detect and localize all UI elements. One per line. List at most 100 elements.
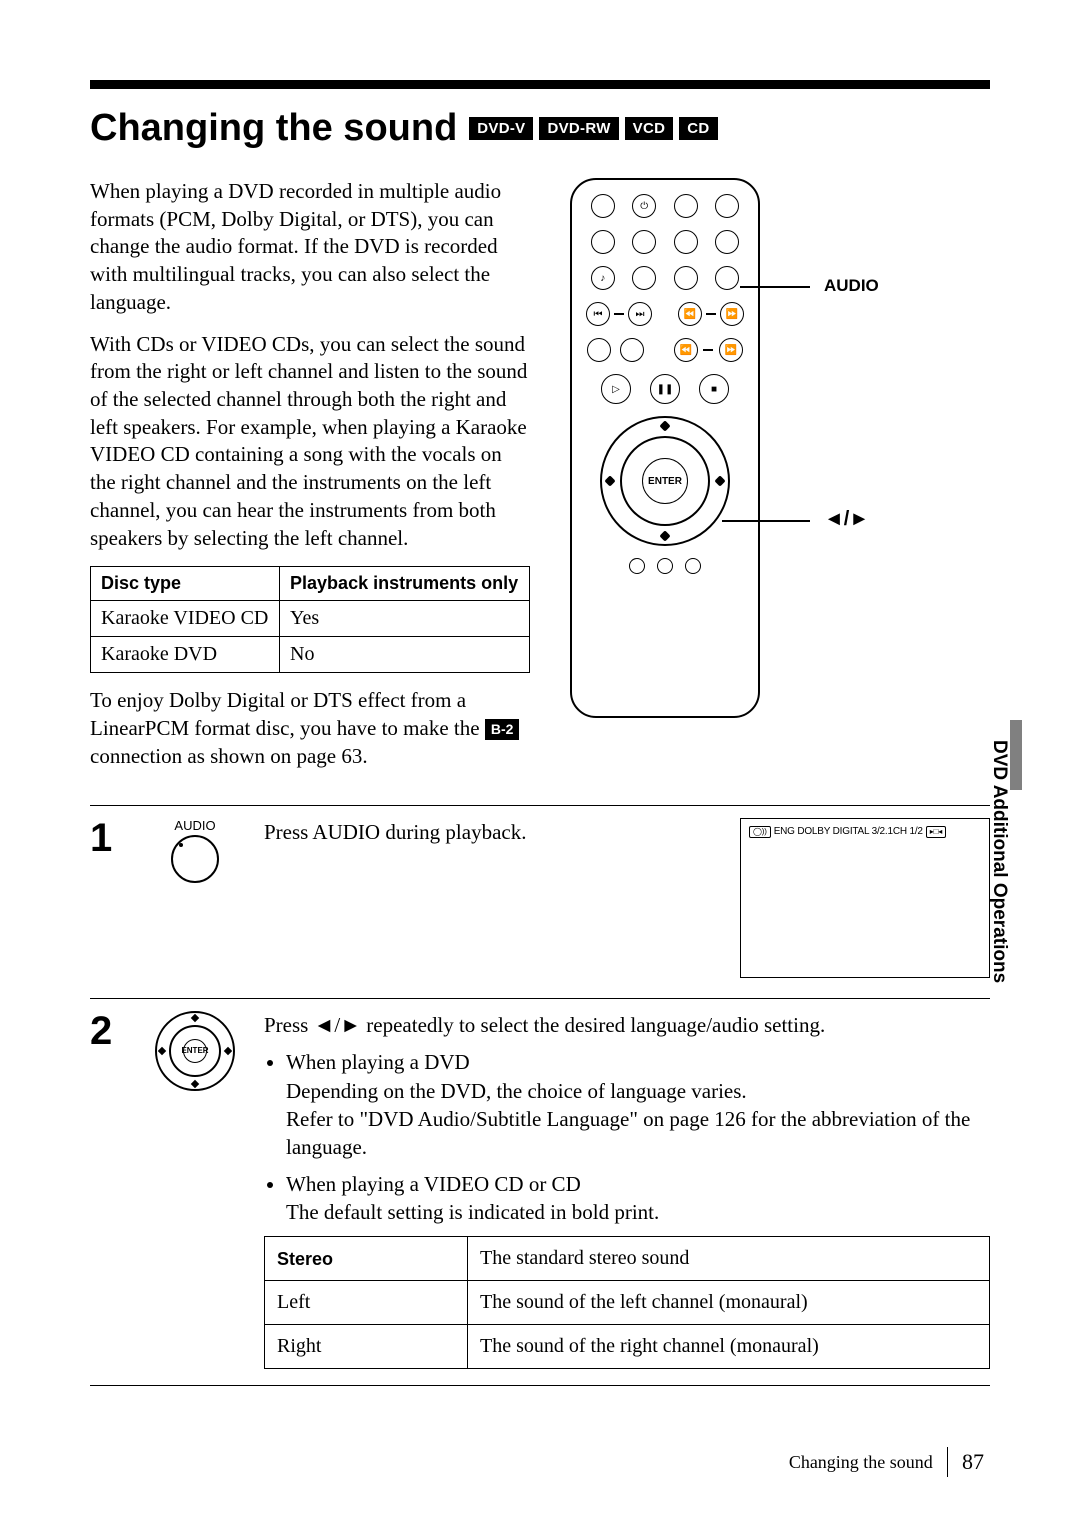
- arrow-down-icon: [191, 1080, 199, 1088]
- step-2: 2 ENTER Press ◄/► repeatedly to select t…: [90, 1011, 990, 1369]
- dolby-note-before: To enjoy Dolby Digital or DTS effect fro…: [90, 688, 485, 740]
- remote-button: [685, 558, 701, 574]
- page-number: 87: [962, 1449, 984, 1475]
- table-row: Right The sound of the right channel (mo…: [265, 1325, 990, 1369]
- badge-dvd-v: DVD-V: [469, 117, 533, 140]
- remote-button: [674, 194, 698, 218]
- playback-cell: No: [280, 637, 530, 673]
- remote-play-icon: ▷: [601, 374, 631, 404]
- table-row: Karaoke DVD No: [91, 637, 530, 673]
- right-desc: The sound of the right channel (monaural…: [468, 1325, 990, 1369]
- dpad-icon: ENTER: [155, 1011, 235, 1091]
- footer-divider: [947, 1447, 948, 1477]
- bullet-body: Depending on the DVD, the choice of lang…: [286, 1079, 970, 1160]
- table-header-row: Disc type Playback instruments only: [91, 567, 530, 601]
- audio-label: AUDIO: [174, 818, 215, 833]
- step-2-list: When playing a DVD Depending on the DVD,…: [286, 1048, 990, 1226]
- disc-type-header: Disc type: [91, 567, 280, 601]
- list-item: When playing a DVD Depending on the DVD,…: [286, 1048, 990, 1161]
- arrow-up-icon: [659, 420, 670, 431]
- heading: Changing the sound DVD-V DVD-RW VCD CD: [90, 107, 990, 150]
- remote-stop-icon: ■: [699, 374, 729, 404]
- remote-button: [587, 338, 611, 362]
- osd-audio-icon: ◯)): [749, 826, 771, 839]
- remote-next-icon: ⏭: [628, 302, 652, 326]
- arrow-right-glyph: ►: [340, 1012, 361, 1040]
- step-1-body: Press AUDIO during playback. ◯))ENG DOLB…: [264, 818, 990, 978]
- list-item: When playing a VIDEO CD or CD The defaul…: [286, 1170, 990, 1227]
- remote-button: [620, 338, 644, 362]
- enter-label: ENTER: [183, 1039, 207, 1063]
- audio-button-icon: [171, 835, 219, 883]
- stereo-label: Stereo: [265, 1237, 468, 1281]
- osd-display: ◯))ENG DOLBY DIGITAL 3/2.1CH 1/2▸□◂: [740, 818, 990, 978]
- remote-button: [674, 266, 698, 290]
- step-number: 1: [90, 818, 126, 858]
- arrow-left-glyph: ◄: [824, 508, 844, 531]
- remote-audio-button: ♪: [591, 266, 615, 290]
- footer-title: Changing the sound: [789, 1452, 933, 1473]
- arrow-right-glyph: ►: [849, 508, 869, 531]
- stereo-desc: The standard stereo sound: [468, 1237, 990, 1281]
- left-label: Left: [265, 1281, 468, 1325]
- remote-button: [715, 230, 739, 254]
- disc-type-table: Disc type Playback instruments only Kara…: [90, 566, 530, 673]
- section-rule: [90, 998, 990, 999]
- section-rule: [90, 1385, 990, 1386]
- remote-button: [715, 194, 739, 218]
- top-rule: [90, 80, 990, 89]
- link-line: [703, 349, 713, 351]
- arrow-right-icon: [714, 475, 725, 486]
- remote-rew-icon: ⏪: [674, 338, 698, 362]
- side-tab-marker: [1010, 720, 1022, 790]
- audio-callout-label: AUDIO: [824, 276, 879, 296]
- step-2-icon: ENTER: [150, 1011, 240, 1091]
- remote-row: ▷ ❚❚ ■: [582, 374, 748, 404]
- remote-row: ⏪ ⏩: [582, 338, 748, 362]
- remote-button: [591, 194, 615, 218]
- playback-header: Playback instruments only: [280, 567, 530, 601]
- table-row: Stereo The standard stereo sound: [265, 1237, 990, 1281]
- stereo-table: Stereo The standard stereo sound Left Th…: [264, 1236, 990, 1369]
- playback-cell: Yes: [280, 601, 530, 637]
- step-1-icon: AUDIO: [150, 818, 240, 883]
- table-row: Left The sound of the left channel (mona…: [265, 1281, 990, 1325]
- intro-right: ⏻ ♪: [570, 178, 990, 785]
- b2-badge: B-2: [485, 719, 520, 739]
- table-row: Karaoke VIDEO CD Yes: [91, 601, 530, 637]
- remote-button: [629, 558, 645, 574]
- dolby-note: To enjoy Dolby Digital or DTS effect fro…: [90, 687, 530, 770]
- remote-wrap: ⏻ ♪: [570, 178, 990, 718]
- remote-diagram: ⏻ ♪: [570, 178, 760, 718]
- callout-area: AUDIO ◄/►: [774, 178, 914, 718]
- step-2-lead: Press ◄/► repeatedly to select the desir…: [264, 1011, 990, 1040]
- remote-prev-icon: ⏮: [586, 302, 610, 326]
- bullet-title: When playing a VIDEO CD or CD: [286, 1172, 581, 1196]
- remote-button: [657, 558, 673, 574]
- remote-row: ♪: [582, 266, 748, 290]
- remote-bottom-row: [582, 558, 748, 574]
- step-1: 1 AUDIO Press AUDIO during playback. ◯))…: [90, 818, 990, 978]
- arrow-up-icon: [191, 1014, 199, 1022]
- link-line: [614, 313, 624, 315]
- remote-button: [632, 266, 656, 290]
- arrow-left-icon: [158, 1047, 166, 1055]
- remote-button: [674, 230, 698, 254]
- remote-row: ⏮ ⏭ ⏪ ⏩: [582, 302, 748, 326]
- remote-pause-icon: ❚❚: [650, 374, 680, 404]
- left-desc: The sound of the left channel (monaural): [468, 1281, 990, 1325]
- intro-columns: When playing a DVD recorded in multiple …: [90, 178, 990, 785]
- arrows-callout-label: ◄/►: [824, 508, 869, 531]
- remote-row: ⏻: [582, 194, 748, 218]
- step-2-body: Press ◄/► repeatedly to select the desir…: [264, 1011, 990, 1369]
- link-line: [706, 313, 716, 315]
- osd-arrow-icon: ▸□◂: [926, 826, 946, 839]
- enter-button: ENTER: [642, 458, 688, 504]
- remote-button: [591, 230, 615, 254]
- remote-row: [582, 230, 748, 254]
- badge-vcd: VCD: [625, 117, 674, 140]
- right-label: Right: [265, 1325, 468, 1369]
- step-number: 2: [90, 1011, 126, 1051]
- osd-text: ENG DOLBY DIGITAL 3/2.1CH 1/2: [774, 826, 923, 837]
- arrow-down-icon: [659, 530, 670, 541]
